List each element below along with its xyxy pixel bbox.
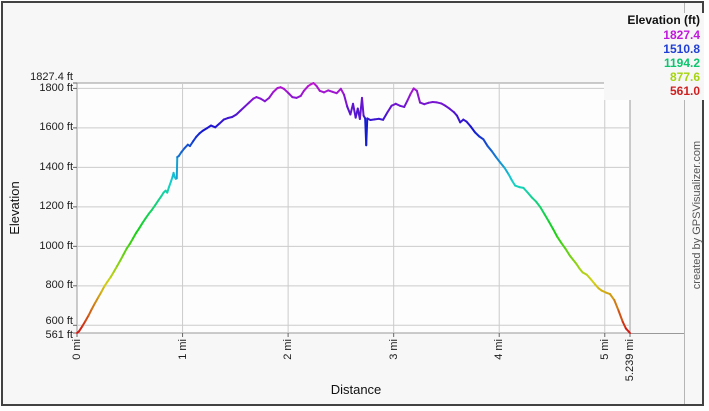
elevation-profile-line-segment bbox=[122, 247, 128, 256]
elevation-profile-line-segment bbox=[84, 314, 90, 322]
elevation-profile-line-segment bbox=[167, 180, 172, 189]
elevation-profile-line-segment bbox=[543, 213, 550, 223]
elevation-profile-line-segment bbox=[175, 156, 179, 180]
credit-watermark: created by GPSVisualizer.com bbox=[691, 140, 703, 290]
elevation-profile-line-segment bbox=[617, 309, 624, 323]
elevation-profile-line-segment bbox=[585, 273, 593, 281]
elevation-profile-line-segment bbox=[547, 220, 555, 230]
elevation-profile-line-segment bbox=[406, 92, 412, 102]
elevation-profile-line-segment bbox=[507, 173, 513, 182]
elevation-profile-line-segment bbox=[621, 320, 627, 330]
legend-entry: 561.0 bbox=[669, 84, 700, 98]
y-tick-label: 1000 ft bbox=[39, 239, 73, 252]
elevation-profile-line-segment bbox=[343, 93, 349, 108]
y-tick-label: 1800 ft bbox=[39, 81, 73, 94]
elevation-profile-line-segment bbox=[365, 117, 369, 147]
elevation-profile-line-segment bbox=[455, 114, 462, 124]
elevation-profile-line-segment bbox=[560, 242, 567, 251]
elevation-profile-line-segment bbox=[552, 227, 559, 238]
elevation-profile-line-segment bbox=[539, 206, 546, 216]
y-axis-title: Elevation bbox=[7, 181, 22, 235]
y-tick-label: 1200 ft bbox=[39, 200, 73, 213]
elevation-profile-line-segment bbox=[287, 91, 294, 99]
elevation-profile-line-segment bbox=[119, 253, 125, 262]
legend-entry: 1194.2 bbox=[663, 56, 700, 70]
y-tick-label: 1400 ft bbox=[39, 160, 73, 173]
elevation-profile-line-segment bbox=[339, 87, 346, 96]
legend-entry: 1510.8 bbox=[663, 42, 700, 56]
elevation-profile-line-segment bbox=[100, 285, 106, 294]
elevation-profile-line-segment bbox=[403, 99, 409, 108]
elevation-profile-line-segment bbox=[535, 200, 542, 209]
x-tick-label: 1 mi bbox=[176, 339, 189, 360]
legend-entries: 1827.4 1510.8 1194.2 877.6 561.0 bbox=[604, 28, 700, 98]
y-tick-label: 600 ft bbox=[45, 314, 73, 327]
elevation-profile-line-segment bbox=[590, 278, 597, 286]
elevation-profile-line-segment bbox=[268, 90, 275, 99]
elevation-profile-line-segment bbox=[116, 259, 122, 268]
y-tick-label: 1827.4 ft bbox=[30, 70, 73, 83]
y-tick-label: 1600 ft bbox=[39, 121, 73, 134]
elevation-profile-line-segment bbox=[386, 104, 393, 114]
x-tick-label: 5.239 mi bbox=[624, 339, 636, 382]
elevation-profile-line-segment bbox=[109, 270, 115, 278]
elevation-profile-line-segment bbox=[128, 237, 134, 245]
x-axis-title: Distance bbox=[330, 382, 382, 397]
elevation-profile-line-segment bbox=[97, 291, 103, 299]
y-tick-label: 561 ft bbox=[45, 328, 73, 341]
elevation-profile-line-segment bbox=[556, 235, 563, 245]
legend-title: Elevation (ft) bbox=[627, 13, 700, 27]
elevation-profile-line-segment bbox=[131, 231, 138, 240]
plot-area bbox=[76, 82, 631, 334]
elevation-profile-line-segment bbox=[465, 120, 472, 128]
elevation-profile-line-segment bbox=[486, 145, 493, 153]
elevation-profile-line-segment bbox=[499, 161, 506, 169]
elevation-profile-line-segment bbox=[495, 156, 502, 164]
x-tick-label: 4 mi bbox=[493, 339, 506, 360]
elevation-profile-line-segment bbox=[482, 138, 489, 148]
legend-entry: 1827.4 bbox=[663, 28, 700, 42]
elevation-profile-line-segment bbox=[302, 85, 310, 92]
elevation-profile-line-segment bbox=[503, 166, 510, 176]
x-tick-label: 0 mi bbox=[71, 339, 83, 360]
elevation-profile-line-segment bbox=[112, 265, 119, 273]
elevation-profile-line-segment bbox=[138, 222, 144, 230]
elevation-profile-line-segment bbox=[490, 150, 498, 159]
elevation-profile-line-segment bbox=[526, 191, 533, 199]
elevation-profile-line-segment bbox=[522, 186, 529, 194]
elevation-profile-line-segment bbox=[613, 299, 620, 312]
elevation-profile-line-segment bbox=[510, 179, 517, 187]
y-tick-label: 800 ft bbox=[45, 279, 73, 292]
elevation-profile-line-segment bbox=[87, 308, 93, 317]
elevation-profile-line-segment bbox=[299, 89, 305, 97]
elevation-profile-line-segment bbox=[564, 248, 571, 257]
legend: Elevation (ft) 1827.4 1510.8 1194.2 877.6 56… bbox=[604, 13, 704, 100]
x-tick-label: 5 mi bbox=[598, 339, 611, 360]
elevation-profile-line-segment bbox=[360, 96, 365, 117]
elevation-profile-line-segment bbox=[81, 319, 87, 328]
elevation-profile-line-segment bbox=[90, 302, 96, 311]
elevation-profile-line-segment bbox=[469, 125, 476, 134]
elevation-profile-line-segment bbox=[415, 89, 422, 104]
elevation-profile-line-segment bbox=[93, 296, 100, 305]
elevation-profile-line-segment bbox=[409, 87, 415, 95]
elevation-profile-line-segment bbox=[382, 111, 389, 121]
elevation-profile-line-segment bbox=[624, 327, 631, 334]
elevation-profile-line-segment bbox=[609, 293, 616, 302]
legend-entry: 877.6 bbox=[669, 70, 700, 84]
